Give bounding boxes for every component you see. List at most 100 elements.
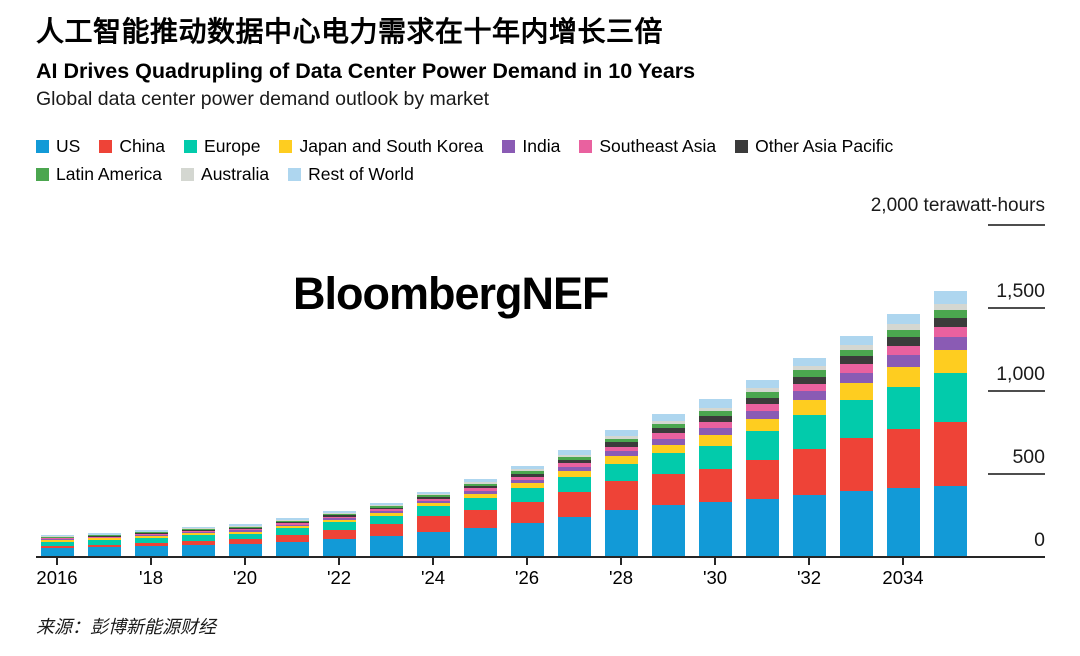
x-tick-label-2018: '18 bbox=[138, 567, 164, 588]
legend-label: Japan and South Korea bbox=[299, 136, 484, 156]
page-title-chinese: 人工智能推动数据中心电力需求在十年内增长三倍 bbox=[36, 16, 664, 47]
bar-segment-2026-australia bbox=[510, 469, 544, 472]
bar-segment-2026-us bbox=[510, 523, 544, 556]
bar-segment-2025-europe bbox=[463, 497, 497, 510]
bar-segment-2018-southeast-asia bbox=[134, 534, 168, 536]
bar-segment-2022-rest-of-world bbox=[322, 510, 356, 513]
bar-segment-2016-china bbox=[40, 546, 74, 549]
bloombergnef-logo: BloombergNEF bbox=[293, 268, 610, 319]
page-title-english: AI Drives Quadrupling of Data Center Pow… bbox=[36, 59, 696, 83]
bar-segment-2023-europe bbox=[369, 515, 403, 525]
bar-segment-2022-europe bbox=[322, 522, 356, 531]
bar-segment-2033-us bbox=[839, 490, 873, 556]
x-tick-2022 bbox=[338, 558, 340, 565]
bar-segment-2021-latin-america bbox=[275, 520, 309, 522]
legend-swatch-icon bbox=[279, 140, 293, 153]
bar-segment-2026-latin-america bbox=[510, 471, 544, 474]
bar-segment-2030-australia bbox=[698, 407, 732, 412]
bar-segment-2017-japan-and-south-korea bbox=[87, 538, 121, 541]
bar-segment-2027-japan-and-south-korea bbox=[557, 470, 591, 477]
bar-segment-2031-rest-of-world bbox=[745, 379, 779, 389]
legend-item-australia: Australia bbox=[181, 164, 269, 185]
bar-segment-2017-india bbox=[87, 537, 121, 539]
bar-2032 bbox=[792, 358, 826, 556]
x-tick-label-2016: 2016 bbox=[36, 567, 78, 588]
bar-segment-2021-india bbox=[275, 524, 309, 527]
bar-segment-2025-latin-america bbox=[463, 483, 497, 486]
bar-segment-2033-southeast-asia bbox=[839, 364, 873, 373]
bar-segment-2020-latin-america bbox=[228, 526, 262, 528]
bar-segment-2035-southeast-asia bbox=[933, 326, 967, 337]
bar-segment-2027-australia bbox=[557, 454, 591, 457]
bar-segment-2023-rest-of-world bbox=[369, 502, 403, 506]
bar-segment-2016-rest-of-world bbox=[40, 534, 74, 537]
bar-segment-2031-other-asia-pacific bbox=[745, 397, 779, 404]
bar-segment-2022-other-asia-pacific bbox=[322, 515, 356, 517]
bar-segment-2030-other-asia-pacific bbox=[698, 416, 732, 422]
x-tick-2034 bbox=[902, 558, 904, 565]
bar-segment-2030-latin-america bbox=[698, 411, 732, 417]
bar-segment-2031-us bbox=[745, 498, 779, 556]
bar-segment-2027-other-asia-pacific bbox=[557, 459, 591, 464]
legend-label: Rest of World bbox=[308, 164, 414, 184]
legend-label: US bbox=[56, 136, 81, 156]
bar-segment-2035-other-asia-pacific bbox=[933, 317, 967, 327]
bar-segment-2018-japan-and-south-korea bbox=[134, 535, 168, 538]
legend-item-europe: Europe bbox=[184, 136, 260, 157]
legend-label: India bbox=[522, 136, 561, 156]
x-tick-label-2026: '26 bbox=[514, 567, 540, 588]
y-axis-unit-label: 2,000 terawatt-hours bbox=[870, 195, 1045, 216]
bar-segment-2022-latin-america bbox=[322, 513, 356, 516]
bar-segment-2032-india bbox=[792, 391, 826, 401]
bar-segment-2023-us bbox=[369, 536, 403, 556]
bar-segment-2027-southeast-asia bbox=[557, 463, 591, 467]
bar-2033 bbox=[839, 335, 873, 556]
bar-segment-2020-rest-of-world bbox=[228, 524, 262, 526]
legend-swatch-icon bbox=[735, 140, 749, 153]
bar-segment-2021-rest-of-world bbox=[275, 518, 309, 520]
y-gridline-1500 bbox=[988, 306, 1045, 309]
bar-segment-2017-rest-of-world bbox=[87, 532, 121, 535]
bar-segment-2029-latin-america bbox=[651, 423, 685, 429]
legend-swatch-icon bbox=[36, 140, 49, 153]
bar-segment-2032-europe bbox=[792, 415, 826, 449]
bar-2016 bbox=[40, 534, 74, 556]
bar-segment-2031-latin-america bbox=[745, 391, 779, 398]
bar-segment-2027-china bbox=[557, 492, 591, 518]
legend-label: Other Asia Pacific bbox=[755, 136, 894, 156]
bar-segment-2033-latin-america bbox=[839, 349, 873, 357]
bar-segment-2030-rest-of-world bbox=[698, 399, 732, 408]
bar-segment-2017-china bbox=[87, 544, 121, 548]
legend-item-china: China bbox=[99, 136, 165, 157]
bar-segment-2016-latin-america bbox=[40, 536, 74, 538]
bar-segment-2026-japan-and-south-korea bbox=[510, 482, 544, 488]
bar-segment-2019-europe bbox=[181, 535, 215, 541]
bar-segment-2032-china bbox=[792, 448, 826, 495]
x-tick-2030 bbox=[714, 558, 716, 565]
bar-segment-2025-australia bbox=[463, 482, 497, 484]
bar-segment-2030-southeast-asia bbox=[698, 421, 732, 428]
bar-segment-2030-japan-and-south-korea bbox=[698, 434, 732, 446]
bar-segment-2031-china bbox=[745, 459, 779, 499]
bar-segment-2021-europe bbox=[275, 528, 309, 536]
bar-segment-2023-india bbox=[369, 511, 403, 514]
bar-segment-2032-rest-of-world bbox=[792, 358, 826, 367]
bar-segment-2021-other-asia-pacific bbox=[275, 521, 309, 524]
bar-segment-2020-southeast-asia bbox=[228, 529, 262, 531]
bar-segment-2025-rest-of-world bbox=[463, 479, 497, 483]
legend-item-southeast-asia: Southeast Asia bbox=[579, 136, 716, 157]
bar-segment-2022-australia bbox=[322, 512, 356, 514]
bar-segment-2034-us bbox=[886, 487, 920, 556]
bar-segment-2020-europe bbox=[228, 533, 262, 540]
bar-segment-2024-other-asia-pacific bbox=[416, 497, 450, 500]
bar-segment-2025-us bbox=[463, 527, 497, 556]
bar-segment-2035-australia bbox=[933, 303, 967, 310]
legend-item-us: US bbox=[36, 136, 80, 157]
legend-swatch-icon bbox=[181, 168, 195, 181]
bar-segment-2032-latin-america bbox=[792, 370, 826, 377]
legend-item-latin-america: Latin America bbox=[36, 164, 162, 185]
bar-segment-2033-europe bbox=[839, 399, 873, 438]
legend: US China Europe Japan and South Korea India S… bbox=[36, 136, 893, 185]
bar-segment-2018-latin-america bbox=[134, 532, 168, 534]
